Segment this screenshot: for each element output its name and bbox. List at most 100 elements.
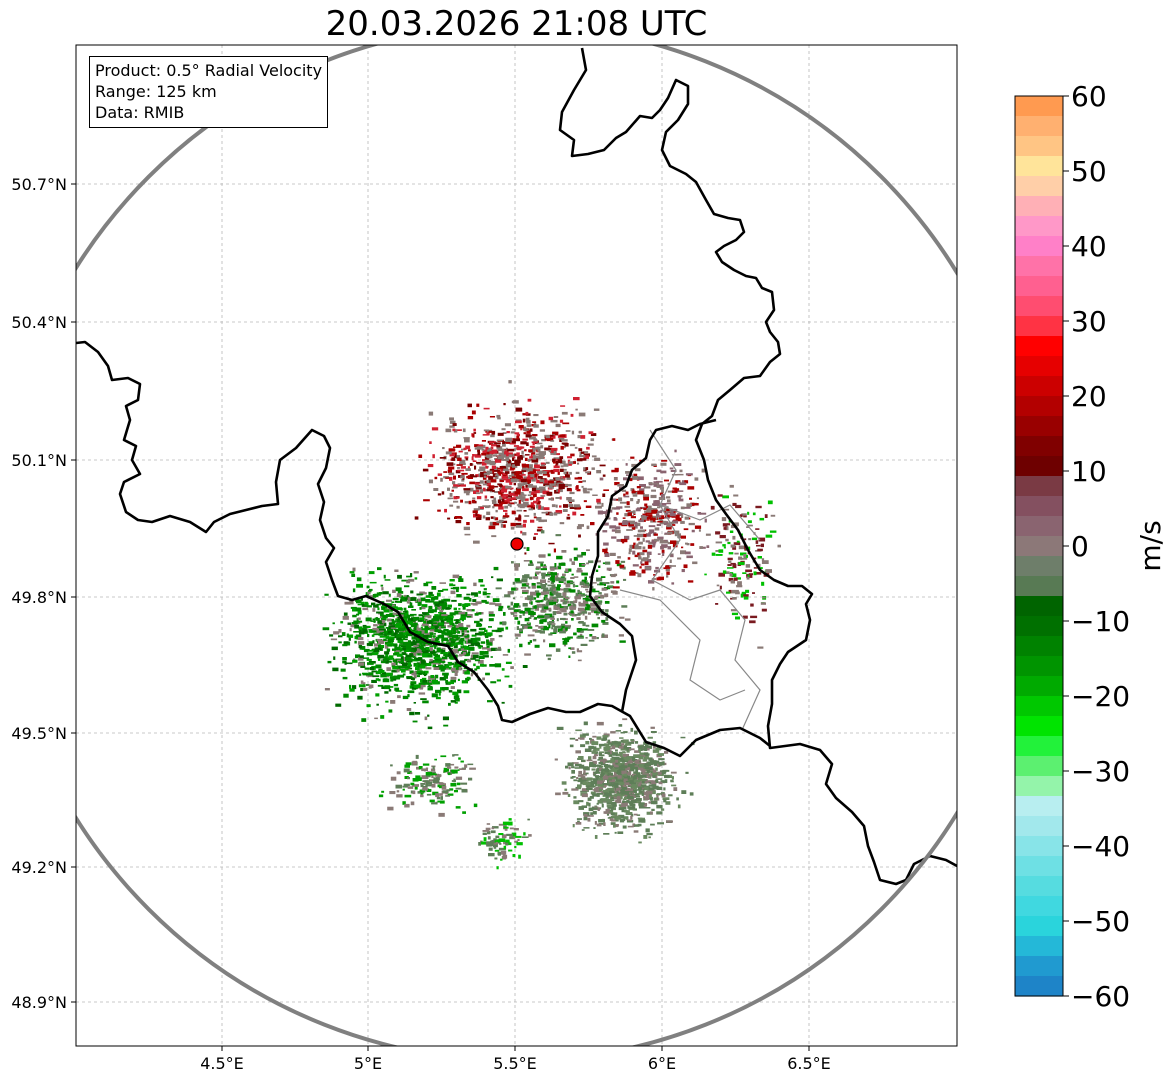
velocity-echo bbox=[475, 601, 482, 605]
velocity-echo bbox=[464, 633, 469, 636]
velocity-echo bbox=[558, 628, 563, 633]
velocity-echo bbox=[490, 434, 495, 438]
velocity-echo bbox=[583, 812, 590, 816]
velocity-echo bbox=[469, 487, 474, 492]
velocity-echo bbox=[501, 498, 505, 502]
velocity-echo bbox=[543, 639, 546, 643]
velocity-echo bbox=[438, 626, 441, 630]
velocity-echo bbox=[581, 611, 588, 614]
velocity-echo bbox=[587, 488, 593, 491]
velocity-echo bbox=[322, 627, 330, 631]
velocity-echo bbox=[522, 413, 528, 416]
velocity-echo bbox=[466, 614, 473, 618]
velocity-echo bbox=[478, 631, 485, 636]
velocity-echo bbox=[559, 439, 563, 442]
velocity-echo bbox=[486, 489, 493, 492]
velocity-echo bbox=[518, 484, 522, 488]
velocity-echo bbox=[360, 666, 366, 668]
velocity-echo bbox=[547, 572, 551, 574]
velocity-echo bbox=[460, 475, 465, 479]
velocity-echo bbox=[403, 643, 409, 647]
velocity-echo bbox=[681, 569, 685, 573]
velocity-echo bbox=[439, 800, 445, 804]
velocity-echo bbox=[354, 640, 357, 644]
velocity-echo bbox=[621, 489, 627, 492]
velocity-echo bbox=[648, 801, 653, 804]
velocity-echo bbox=[378, 647, 382, 651]
velocity-echo bbox=[378, 670, 385, 673]
velocity-echo bbox=[642, 785, 647, 788]
velocity-echo bbox=[750, 615, 758, 619]
velocity-echo bbox=[642, 494, 650, 498]
velocity-echo bbox=[542, 619, 546, 621]
velocity-echo bbox=[377, 607, 380, 611]
velocity-echo bbox=[677, 557, 682, 560]
velocity-echo bbox=[501, 476, 509, 479]
velocity-echo bbox=[567, 514, 570, 516]
velocity-echo bbox=[554, 512, 561, 515]
velocity-echo bbox=[366, 605, 372, 608]
velocity-echo bbox=[399, 644, 406, 647]
velocity-echo bbox=[413, 652, 416, 657]
velocity-echo bbox=[673, 787, 678, 791]
velocity-echo bbox=[630, 488, 635, 492]
velocity-echo bbox=[528, 483, 534, 488]
velocity-echo bbox=[442, 616, 449, 619]
velocity-echo bbox=[383, 609, 390, 613]
velocity-echo bbox=[575, 585, 579, 587]
velocity-echo bbox=[614, 507, 620, 510]
velocity-echo bbox=[588, 639, 595, 642]
velocity-echo bbox=[757, 548, 763, 552]
velocity-echo bbox=[493, 566, 499, 571]
velocity-echo bbox=[507, 448, 515, 452]
velocity-echo bbox=[380, 661, 386, 664]
velocity-echo bbox=[558, 486, 563, 490]
velocity-echo bbox=[582, 600, 589, 604]
velocity-echo bbox=[438, 664, 444, 667]
velocity-echo bbox=[665, 801, 671, 805]
velocity-echo bbox=[553, 461, 557, 464]
velocity-echo bbox=[454, 661, 458, 665]
velocity-echo bbox=[581, 579, 587, 583]
velocity-echo bbox=[356, 613, 359, 616]
velocity-echo bbox=[513, 614, 518, 617]
velocity-echo bbox=[646, 508, 652, 513]
velocity-echo bbox=[569, 558, 572, 562]
colorbar-band bbox=[1015, 316, 1063, 337]
velocity-echo bbox=[589, 761, 594, 764]
velocity-echo bbox=[587, 612, 591, 615]
velocity-echo bbox=[575, 729, 582, 732]
velocity-echo bbox=[422, 653, 428, 658]
velocity-echo bbox=[484, 459, 492, 464]
velocity-echo bbox=[590, 522, 595, 526]
velocity-echo bbox=[565, 627, 568, 631]
velocity-echo bbox=[420, 597, 426, 602]
velocity-echo bbox=[403, 783, 410, 787]
colorbar-band bbox=[1015, 676, 1063, 697]
velocity-echo bbox=[473, 540, 480, 544]
velocity-echo bbox=[512, 464, 518, 468]
velocity-echo bbox=[514, 432, 520, 435]
velocity-echo bbox=[520, 479, 527, 483]
velocity-echo bbox=[605, 746, 610, 749]
velocity-echo bbox=[534, 630, 542, 633]
velocity-echo bbox=[449, 453, 455, 457]
velocity-echo bbox=[558, 566, 562, 570]
velocity-echo bbox=[623, 767, 631, 771]
velocity-echo bbox=[446, 643, 452, 647]
velocity-echo bbox=[551, 448, 554, 453]
velocity-echo bbox=[371, 602, 376, 606]
velocity-echo bbox=[598, 565, 601, 568]
velocity-echo bbox=[516, 509, 523, 512]
velocity-echo bbox=[544, 598, 552, 601]
velocity-echo bbox=[533, 493, 537, 497]
velocity-echo bbox=[569, 605, 576, 610]
velocity-echo bbox=[553, 465, 560, 468]
velocity-echo bbox=[728, 560, 732, 563]
velocity-echo bbox=[637, 774, 642, 778]
velocity-echo bbox=[430, 768, 436, 772]
velocity-echo bbox=[497, 455, 505, 460]
velocity-echo bbox=[427, 687, 431, 691]
velocity-echo bbox=[630, 516, 636, 519]
